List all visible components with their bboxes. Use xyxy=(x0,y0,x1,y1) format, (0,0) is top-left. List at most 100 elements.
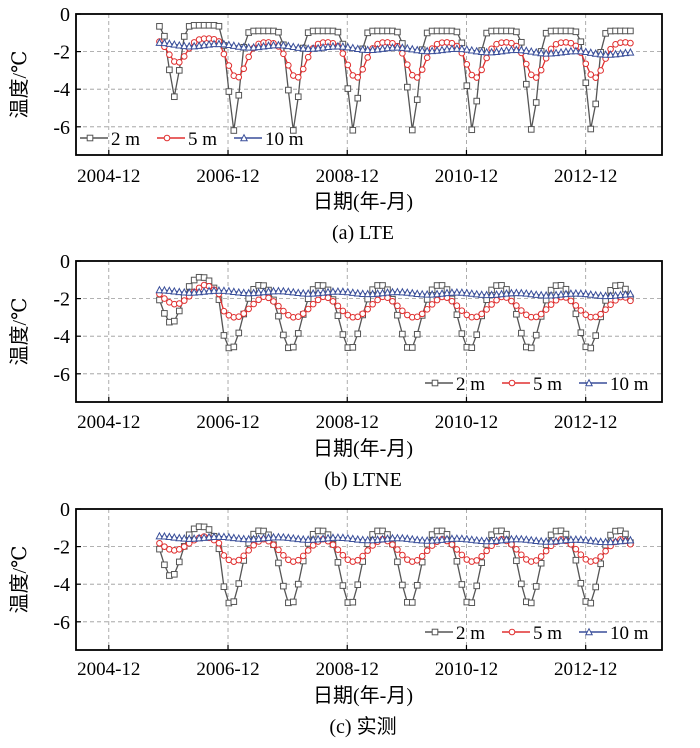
data-point xyxy=(379,282,386,289)
data-point xyxy=(165,39,174,47)
data-point xyxy=(175,40,184,49)
data-point xyxy=(155,285,164,294)
data-point xyxy=(468,71,476,79)
data-point xyxy=(230,598,238,605)
data-point xyxy=(349,598,357,606)
data-point xyxy=(404,61,411,68)
data-point xyxy=(442,534,452,543)
data-point xyxy=(586,536,595,544)
data-point xyxy=(418,310,426,318)
data-point xyxy=(423,54,431,62)
data-point xyxy=(180,33,188,40)
data-point xyxy=(170,286,179,295)
data-point xyxy=(557,281,565,289)
data-point xyxy=(209,532,219,540)
data-point xyxy=(606,537,615,546)
data-point xyxy=(621,289,630,298)
data-point xyxy=(225,62,233,69)
data-point xyxy=(517,288,526,297)
data-point xyxy=(399,551,406,559)
data-point xyxy=(453,557,461,565)
data-point xyxy=(577,307,585,314)
data-point xyxy=(596,49,605,58)
data-point xyxy=(467,535,476,543)
data-point xyxy=(571,46,580,55)
data-point xyxy=(581,47,590,56)
data-point xyxy=(408,534,417,543)
data-point xyxy=(478,553,485,560)
data-point xyxy=(571,535,580,543)
data-point xyxy=(413,557,421,564)
data-point xyxy=(339,582,347,589)
data-point xyxy=(290,598,297,606)
data-point xyxy=(230,127,238,134)
legend-label: 10 m xyxy=(610,623,649,644)
data-point xyxy=(234,42,243,50)
data-point xyxy=(463,82,471,89)
data-point xyxy=(235,556,243,564)
data-point xyxy=(393,42,402,51)
data-point xyxy=(244,534,253,543)
legend: 2 m 5 m 10 m xyxy=(425,623,649,644)
data-point xyxy=(468,344,476,351)
data-point xyxy=(556,47,566,56)
legend-item: 5 m xyxy=(157,129,217,150)
data-point xyxy=(537,536,546,545)
data-point xyxy=(418,552,426,560)
data-point xyxy=(240,65,248,73)
data-point xyxy=(627,27,634,35)
data-point xyxy=(379,527,386,535)
y-tick-label: -6 xyxy=(53,117,70,139)
x-tick-label: 2010-12 xyxy=(435,659,498,680)
x-axis-label: 日期(年-月) xyxy=(313,684,413,707)
data-point xyxy=(502,288,511,297)
data-point xyxy=(180,543,188,550)
data-point xyxy=(403,288,412,296)
data-point xyxy=(244,42,253,51)
data-point xyxy=(175,533,184,542)
data-point xyxy=(309,535,318,543)
data-point xyxy=(373,535,382,543)
data-point xyxy=(235,91,243,99)
y-tick-label: -4 xyxy=(53,79,70,101)
data-point xyxy=(294,330,302,337)
data-point xyxy=(200,40,209,49)
data-point xyxy=(214,39,223,48)
data-point xyxy=(280,50,287,58)
data-point xyxy=(462,534,471,543)
data-point xyxy=(254,288,263,296)
data-point xyxy=(601,50,610,58)
data-point xyxy=(353,534,362,543)
data-point xyxy=(399,330,406,338)
data-point xyxy=(522,288,531,297)
x-axis-label: 日期(年-月) xyxy=(313,190,413,213)
data-point xyxy=(592,100,600,108)
data-point xyxy=(433,289,442,298)
data-point xyxy=(280,582,287,590)
data-point xyxy=(220,583,228,590)
data-point xyxy=(413,313,421,321)
data-point xyxy=(572,545,580,553)
x-tick-label: 2012-12 xyxy=(554,412,617,433)
data-point xyxy=(234,287,243,296)
data-point xyxy=(354,581,362,589)
data-point xyxy=(442,44,452,53)
data-point xyxy=(527,344,535,352)
legend-label: 10 m xyxy=(265,129,304,150)
data-point xyxy=(556,290,566,298)
data-point xyxy=(239,288,248,297)
data-point xyxy=(393,533,402,542)
legend-label: 5 m xyxy=(533,374,562,395)
data-point xyxy=(373,44,382,53)
data-point xyxy=(235,73,243,81)
data-point xyxy=(567,39,575,47)
data-point xyxy=(219,39,228,48)
data-point xyxy=(394,28,401,36)
data-point xyxy=(264,41,273,49)
data-point xyxy=(522,46,531,54)
y-axis-label: 温度/℃ xyxy=(8,546,31,614)
data-point xyxy=(299,310,307,317)
data-point xyxy=(333,533,342,541)
data-point xyxy=(275,312,282,320)
legend-item: 2 m xyxy=(80,129,140,150)
